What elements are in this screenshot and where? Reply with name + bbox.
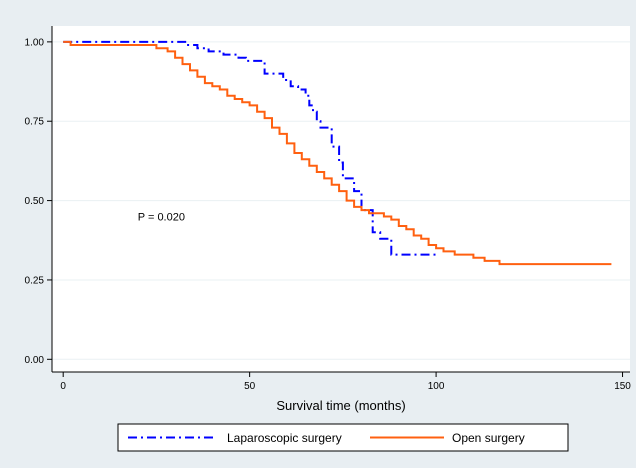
legend-label-open: Open surgery [452,431,525,445]
plot-area [52,26,630,372]
series-line-open [63,40,612,266]
series-line-laparoscopic [63,40,437,256]
y-tick-label: 0.75 [25,117,45,128]
p-value-annotation: P = 0.020 [138,211,185,223]
axes [51,26,630,373]
y-tick-label: 0.25 [25,275,45,286]
y-tick-label: 1.00 [25,37,45,48]
y-ticks: 0.00 0.25 0.50 0.75 1.00 [25,37,52,366]
x-axis-title: Survival time (months) [276,398,405,413]
x-tick-label: 100 [428,381,445,392]
y-tick-label: 0.00 [25,355,45,366]
x-tick-label: 0 [60,381,66,392]
x-tick-label: 50 [244,381,256,392]
y-tick-label: 0.50 [25,196,45,207]
gridlines [52,41,630,360]
x-ticks: 0 50 100 150 [60,372,631,392]
legend-label-laparoscopic: Laparoscopic surgery [227,431,342,445]
series-layer [63,40,612,266]
legend: Laparoscopic surgery Open surgery [117,423,569,452]
x-tick-label: 150 [614,381,631,392]
